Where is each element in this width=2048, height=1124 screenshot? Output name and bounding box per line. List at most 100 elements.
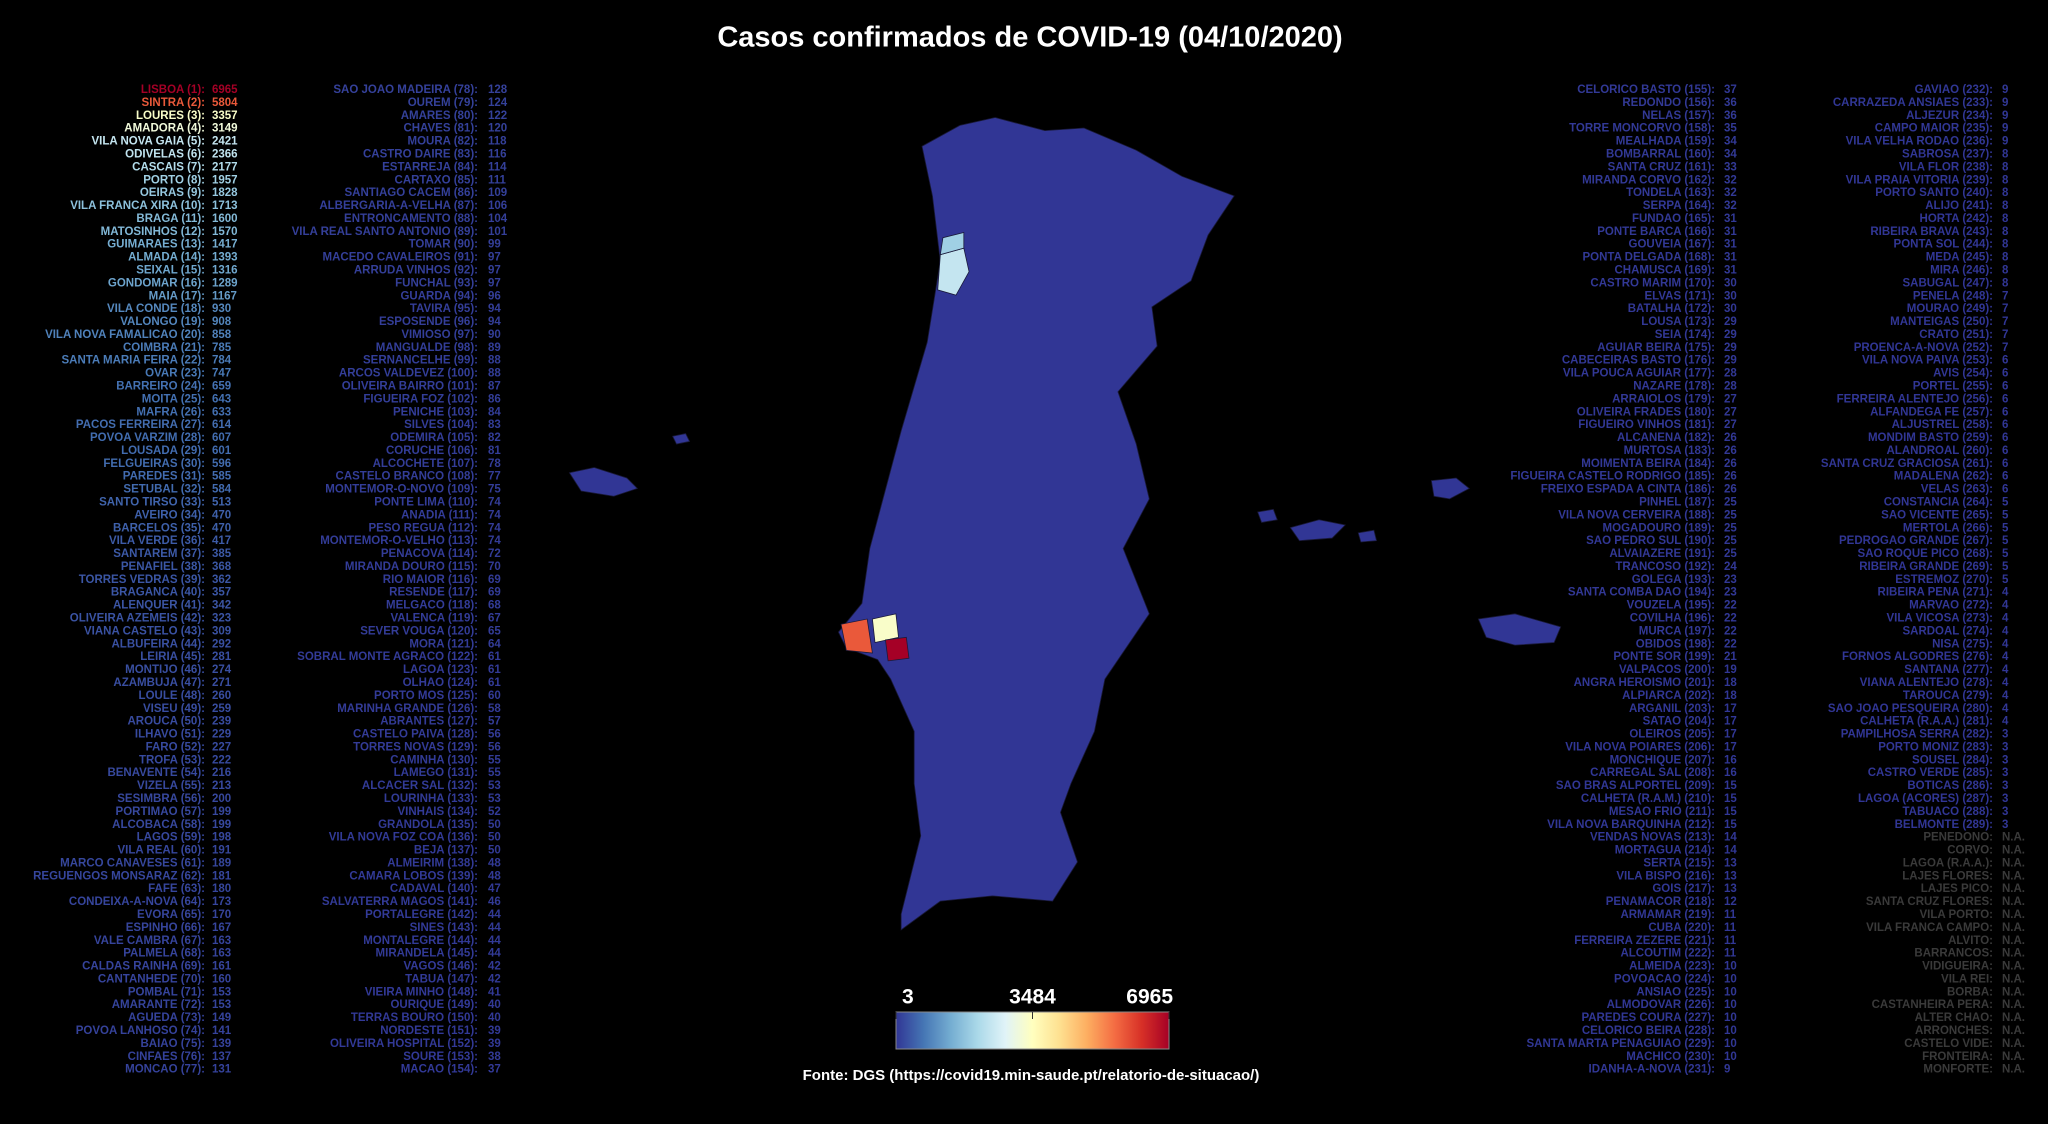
case-count: 930 [212, 303, 231, 315]
case-count: 31 [1724, 252, 1737, 264]
case-count: N.A. [2002, 973, 2025, 985]
municipality-name: CALDAS RAINHA (69): [82, 961, 205, 973]
case-count: 18 [1724, 690, 1737, 702]
municipality-name: FORNOS ALGODRES (276): [1842, 651, 1993, 663]
case-count: 2366 [212, 148, 238, 160]
case-count: 180 [212, 883, 231, 895]
case-count: 11 [1724, 935, 1737, 947]
municipality-name: BEJA (137): [414, 845, 478, 857]
case-count: 323 [212, 613, 231, 625]
case-count: 29 [1724, 342, 1737, 354]
municipality-name: AGUEDA (73): [128, 1012, 205, 1024]
case-count: 99 [488, 239, 501, 251]
municipality-name: ODEMIRA (105): [390, 432, 478, 444]
case-count: 14 [1724, 845, 1737, 857]
municipality-name: ALCANENA (182): [1617, 432, 1715, 444]
case-count: 34 [1724, 148, 1737, 160]
case-count: 191 [212, 845, 232, 857]
municipality-name: ALCOCHETE (107): [373, 458, 478, 470]
case-count: 90 [488, 329, 501, 341]
case-count: 53 [488, 793, 501, 805]
case-count: 6 [2002, 432, 2008, 444]
municipality-name: MURCA (197): [1639, 625, 1715, 637]
municipality-name: PONTE BARCA (166): [1597, 226, 1715, 238]
municipality-name: MIRANDA CORVO (162): [1582, 174, 1715, 186]
case-count: 40 [488, 999, 501, 1011]
case-count: 858 [212, 329, 232, 341]
municipality-name: ESTARREJA (84): [382, 161, 478, 173]
municipality-name: VINHAIS (134): [397, 806, 478, 818]
municipality-name: TORRE MONCORVO (158): [1569, 123, 1715, 135]
municipality-name: SANTA CRUZ (161): [1608, 161, 1715, 173]
municipality-name: MORA (121): [409, 638, 478, 650]
case-count: 35 [1724, 123, 1737, 135]
municipality-name: ALMADA (14): [128, 252, 205, 264]
municipality-name: ANADIA (111): [401, 509, 478, 521]
municipality-name: PORTALEGRE (142): [365, 909, 478, 921]
case-count: 12 [1724, 896, 1737, 908]
case-count: 584 [212, 484, 232, 496]
municipality-name: BARCELOS (35): [113, 522, 205, 534]
municipality-name: ARRUDA VINHOS (92): [354, 264, 478, 276]
case-count: 1600 [212, 213, 238, 225]
case-count: 137 [212, 1051, 231, 1063]
case-count: N.A. [2002, 909, 2025, 921]
municipality-name: PORTO SANTO (240): [1875, 187, 1993, 199]
case-count: 6 [2002, 368, 2008, 380]
municipality-name: ALBUFEIRA (44): [112, 638, 206, 650]
municipality-name: MONCHIQUE (207): [1610, 754, 1715, 766]
case-count: 64 [488, 638, 501, 650]
municipality-name: LAMEGO (131): [394, 767, 478, 779]
municipality-name: GONDOMAR (16): [108, 277, 205, 289]
case-count: 116 [488, 148, 507, 160]
municipality-name: REDONDO (156): [1622, 97, 1715, 109]
case-count: 29 [1724, 329, 1737, 341]
municipality-name: PENAMACOR (218): [1606, 896, 1715, 908]
municipality-name: LOULE (48): [139, 690, 205, 702]
case-count: 60 [488, 690, 501, 702]
case-count: 56 [488, 729, 501, 741]
municipality-name: VELAS (263): [1921, 484, 1993, 496]
case-count: 70 [488, 561, 501, 573]
municipality-name: CASCAIS (7): [132, 161, 205, 173]
municipality-name: PROENCA-A-NOVA (252): [1854, 342, 1993, 354]
municipality-name: TORRES NOVAS (129): [353, 741, 478, 753]
case-count: 94 [488, 303, 501, 315]
municipality-name: VIZELA (55): [137, 780, 205, 792]
case-count: 16 [1724, 767, 1737, 779]
municipality-name: BRAGA (11): [136, 213, 205, 225]
case-count: 281 [212, 651, 232, 663]
municipality-name: MORTAGUA (214): [1615, 845, 1715, 857]
case-count: 78 [488, 458, 501, 470]
municipality-name: LAGOA (123): [403, 664, 478, 676]
municipality-name: ABRANTES (127): [380, 716, 478, 728]
case-count: 5 [2002, 561, 2009, 573]
case-count: 96 [488, 290, 501, 302]
municipality-name: ALMODOVAR (226): [1607, 999, 1715, 1011]
municipality-name: SAO BRAS ALPORTEL (209): [1556, 780, 1715, 792]
municipality-name: CASTANHEIRA PERA: [1872, 999, 1993, 1011]
case-count: 42 [488, 961, 501, 973]
municipality-name: PORTIMAO (57): [116, 806, 205, 818]
case-count: 74 [488, 497, 501, 509]
case-count: 15 [1724, 780, 1737, 792]
case-count: 29 [1724, 316, 1737, 328]
case-count: 368 [212, 561, 232, 573]
case-count: 18 [1724, 677, 1737, 689]
case-count: 4 [2002, 716, 2009, 728]
municipality-name: OBIDOS (198): [1636, 638, 1715, 650]
case-count: 11 [1724, 909, 1737, 921]
municipality-name: VILA VICOSA (273): [1887, 613, 1994, 625]
municipality-name: MERTOLA (266): [1903, 522, 1993, 534]
municipality-name: VIMIOSO (97): [401, 329, 478, 341]
municipality-name: CAMINHA (130): [390, 754, 478, 766]
case-count: 9 [2002, 84, 2008, 96]
case-count: 9 [2002, 123, 2008, 135]
municipality-name: LAGOA (R.A.A.): [1903, 857, 1993, 869]
municipality-name: MONTEMOR-O-VELHO (113): [320, 535, 478, 547]
case-count: 25 [1724, 497, 1737, 509]
case-count: 10 [1724, 1025, 1737, 1037]
municipality-name: VILA NOVA BARQUINHA (212): [1547, 819, 1715, 831]
municipality-name: FIGUEIRA CASTELO RODRIGO (185): [1510, 471, 1715, 483]
municipality-name: AGUIAR BEIRA (175): [1597, 342, 1715, 354]
